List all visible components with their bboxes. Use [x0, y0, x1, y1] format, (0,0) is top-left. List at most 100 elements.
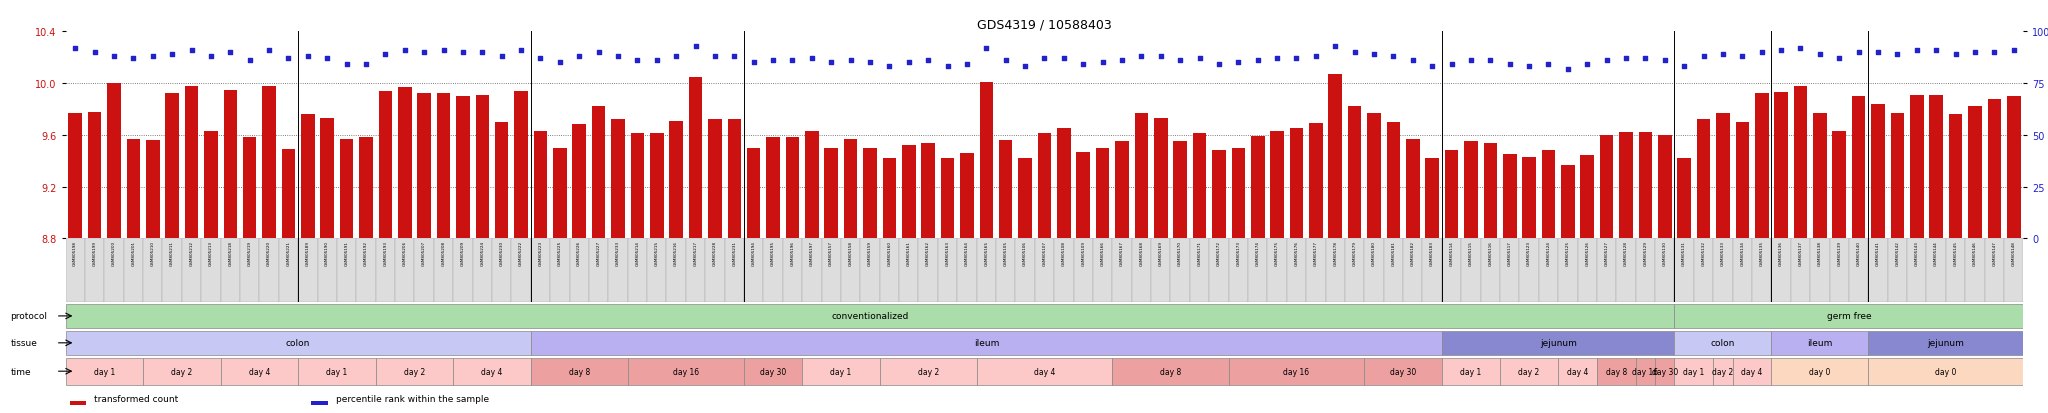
FancyBboxPatch shape [1481, 239, 1499, 303]
Bar [1153, 119, 1167, 239]
FancyBboxPatch shape [782, 239, 803, 303]
Bar [901, 146, 915, 239]
FancyBboxPatch shape [608, 239, 627, 303]
Bar [1774, 93, 1788, 239]
Point [1978, 50, 2011, 56]
Text: GSM805148: GSM805148 [2011, 241, 2015, 266]
Bar [1677, 159, 1692, 239]
Bar [1735, 123, 1749, 239]
FancyBboxPatch shape [1307, 239, 1325, 303]
Bar [961, 154, 973, 239]
Text: day 1: day 1 [1460, 367, 1481, 376]
Text: GSM805114: GSM805114 [1450, 241, 1454, 265]
FancyBboxPatch shape [881, 358, 977, 385]
Text: day 2: day 2 [1712, 367, 1733, 376]
FancyBboxPatch shape [1442, 358, 1499, 385]
Text: GSM805194: GSM805194 [752, 241, 756, 266]
FancyBboxPatch shape [1073, 239, 1094, 303]
FancyBboxPatch shape [764, 239, 782, 303]
Point [1028, 56, 1061, 62]
FancyBboxPatch shape [1229, 358, 1364, 385]
Bar [1329, 75, 1341, 239]
Text: day 1: day 1 [1683, 367, 1704, 376]
Text: day 30: day 30 [1391, 367, 1417, 376]
Text: GSM805131: GSM805131 [1681, 241, 1686, 266]
Point [911, 58, 944, 64]
Text: GSM805135: GSM805135 [1759, 241, 1763, 266]
Point [1589, 58, 1622, 64]
Point [602, 54, 635, 60]
Bar [1987, 100, 2001, 239]
Point [1919, 47, 1952, 54]
Point [1688, 54, 1720, 60]
FancyBboxPatch shape [1694, 239, 1714, 303]
Text: GSM805222: GSM805222 [518, 241, 522, 266]
FancyBboxPatch shape [1325, 239, 1346, 303]
FancyBboxPatch shape [821, 239, 842, 303]
Text: day 30: day 30 [1651, 367, 1677, 376]
FancyBboxPatch shape [803, 239, 821, 303]
FancyBboxPatch shape [492, 239, 512, 303]
Bar [1174, 142, 1188, 239]
FancyBboxPatch shape [1597, 358, 1636, 385]
Text: GSM805142: GSM805142 [1894, 241, 1898, 266]
FancyBboxPatch shape [666, 239, 686, 303]
FancyBboxPatch shape [317, 239, 338, 303]
Bar [1794, 86, 1806, 239]
Text: GSM805143: GSM805143 [1915, 241, 1919, 266]
Title: GDS4319 / 10588403: GDS4319 / 10588403 [977, 18, 1112, 31]
FancyBboxPatch shape [1499, 239, 1520, 303]
FancyBboxPatch shape [84, 239, 104, 303]
Bar [1599, 135, 1614, 239]
Text: GSM805210: GSM805210 [152, 241, 156, 266]
FancyBboxPatch shape [221, 239, 240, 303]
FancyBboxPatch shape [66, 358, 143, 385]
Point [932, 64, 965, 71]
Text: GSM805138: GSM805138 [1819, 241, 1823, 266]
Text: GSM805127: GSM805127 [1606, 241, 1608, 266]
Point [176, 47, 209, 54]
Point [350, 62, 383, 69]
Point [1745, 50, 1778, 56]
Bar [1444, 151, 1458, 239]
Text: day 8: day 8 [569, 367, 590, 376]
Point [1901, 47, 1933, 54]
FancyBboxPatch shape [1538, 239, 1559, 303]
Bar [844, 139, 858, 239]
FancyBboxPatch shape [1055, 239, 1073, 303]
FancyBboxPatch shape [1714, 239, 1733, 303]
Text: GSM805170: GSM805170 [1178, 241, 1182, 266]
Text: GSM805130: GSM805130 [1663, 241, 1667, 266]
Point [1706, 52, 1739, 58]
Point [1726, 54, 1759, 60]
FancyBboxPatch shape [66, 331, 530, 355]
Point [524, 56, 557, 62]
Bar [1581, 156, 1593, 239]
Point [1145, 54, 1178, 60]
Point [815, 60, 848, 66]
Point [1223, 60, 1255, 66]
Text: GSM805197: GSM805197 [809, 241, 813, 266]
Point [1765, 47, 1798, 54]
FancyBboxPatch shape [1403, 239, 1423, 303]
FancyBboxPatch shape [395, 239, 414, 303]
FancyBboxPatch shape [1751, 239, 1772, 303]
Point [659, 54, 692, 60]
Bar [1833, 132, 1845, 239]
FancyBboxPatch shape [1442, 239, 1462, 303]
FancyBboxPatch shape [1151, 239, 1171, 303]
Text: GSM805107: GSM805107 [1042, 241, 1047, 266]
Text: GSM805221: GSM805221 [287, 241, 291, 266]
Point [1397, 58, 1430, 64]
Point [1415, 64, 1448, 71]
FancyBboxPatch shape [1907, 239, 1927, 303]
FancyBboxPatch shape [1286, 239, 1307, 303]
Bar [1755, 94, 1769, 239]
FancyBboxPatch shape [1810, 239, 1829, 303]
Text: GSM805230: GSM805230 [500, 241, 504, 266]
Bar [805, 132, 819, 239]
FancyBboxPatch shape [995, 239, 1016, 303]
Bar [610, 120, 625, 239]
Point [1475, 58, 1507, 64]
Bar [166, 94, 178, 239]
